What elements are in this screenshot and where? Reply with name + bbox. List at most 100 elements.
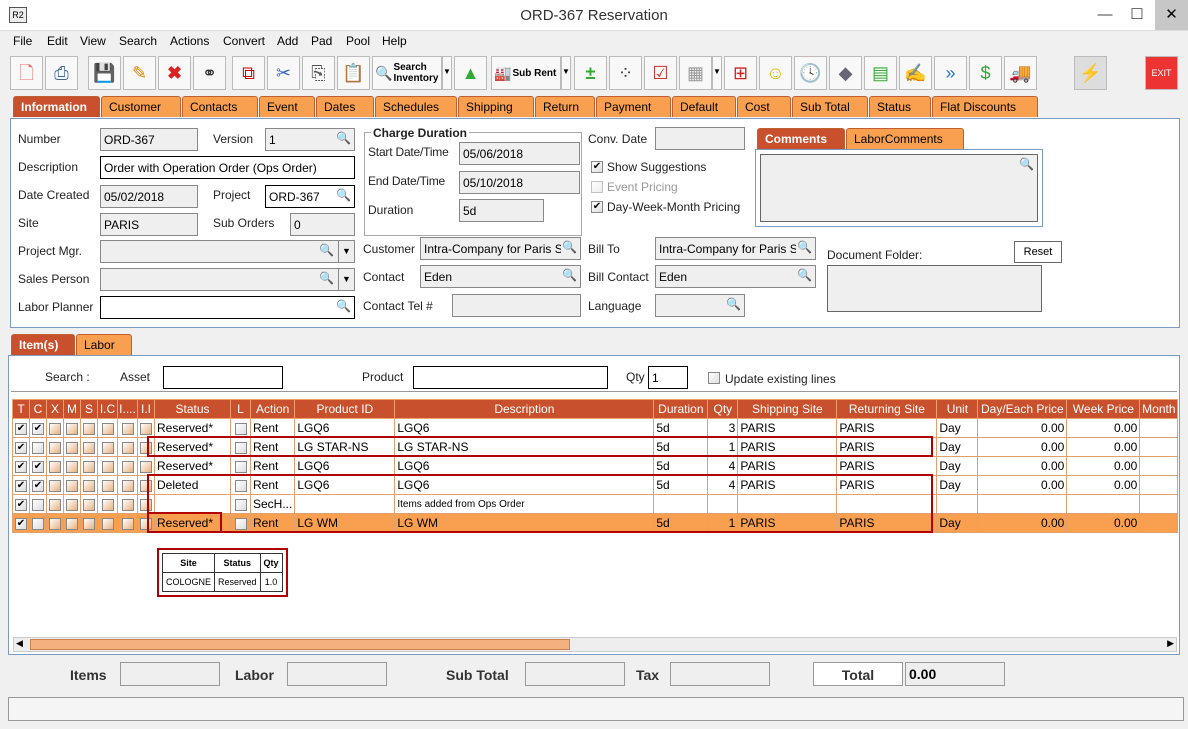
checkbox[interactable]: ✔	[32, 460, 44, 473]
checkbox[interactable]	[49, 422, 61, 435]
copy-icon[interactable]: ⎘	[302, 56, 335, 90]
tab-schedules[interactable]: Schedules	[375, 96, 457, 117]
cell-ret[interactable]	[836, 494, 938, 514]
checkbox[interactable]	[83, 479, 95, 492]
tab-cost[interactable]: Cost	[737, 96, 791, 117]
cell-week[interactable]: 0.00	[1066, 456, 1141, 476]
checkbox[interactable]	[121, 498, 134, 511]
table-row[interactable]: ✔ SecH... Items added from Ops Order	[12, 494, 1179, 514]
column-header[interactable]: I.C	[97, 399, 118, 419]
column-header[interactable]: T	[12, 399, 30, 419]
product-input[interactable]	[413, 366, 608, 389]
checkbox[interactable]	[101, 441, 114, 454]
cell-description[interactable]: Items added from Ops Order	[394, 494, 655, 514]
cell-week[interactable]	[1066, 494, 1141, 514]
notepad-icon[interactable]: ✍	[899, 56, 932, 90]
description-field[interactable]: Order with Operation Order (Ops Order)	[100, 156, 355, 179]
cell-duration[interactable]: 5d	[653, 513, 709, 533]
duration-field[interactable]: 5d	[459, 199, 544, 222]
checkbox[interactable]	[140, 422, 152, 435]
tab-status[interactable]: Status	[869, 96, 931, 117]
cell-status[interactable]: Reserved*	[154, 418, 231, 438]
cell-unit[interactable]: Day	[936, 437, 979, 457]
tab-flat-discounts[interactable]: Flat Discounts	[932, 96, 1038, 117]
checkbox[interactable]	[234, 460, 247, 473]
column-header[interactable]: Shipping Site	[737, 399, 838, 419]
tab-items[interactable]: Item(s)	[11, 334, 75, 355]
l-checkbox-cell[interactable]	[230, 475, 251, 495]
cell-status[interactable]: Deleted	[154, 475, 231, 495]
checkbox[interactable]	[83, 422, 95, 435]
column-header[interactable]: Product ID	[294, 399, 396, 419]
cell-week[interactable]: 0.00	[1066, 437, 1141, 457]
column-header[interactable]: I.I	[137, 399, 155, 419]
close-button[interactable]: ✕	[1155, 0, 1188, 30]
checkbox[interactable]	[49, 498, 61, 511]
l-checkbox-cell[interactable]	[230, 494, 251, 514]
cell-action[interactable]: Rent	[249, 475, 296, 495]
checkbox[interactable]	[66, 498, 78, 511]
cell-status[interactable]: Reserved*	[154, 456, 231, 476]
cell-unit[interactable]: Day	[936, 513, 979, 533]
table-row[interactable]: ✔ ✔ Reserved* Rent LGQ6 LGQ6 5d 3 PARIS PARIS Day 0…	[12, 418, 1179, 438]
contact-field[interactable]: Eden 🔍	[420, 265, 581, 288]
checkbox[interactable]	[83, 517, 95, 530]
chevron-down-icon[interactable]: ▼	[338, 241, 354, 262]
cell-qty[interactable]: 4	[707, 475, 739, 495]
save-icon[interactable]: 💾	[88, 56, 121, 90]
cell-ship[interactable]: PARIS	[737, 513, 838, 533]
sub-orders-field[interactable]: 0	[290, 213, 355, 236]
lightning-icon[interactable]: ⚡	[1074, 56, 1107, 90]
checkbox[interactable]	[121, 460, 134, 473]
checkbox[interactable]: ✔	[32, 422, 44, 435]
checkbox[interactable]	[32, 441, 44, 454]
tab-sub-total[interactable]: Sub Total	[792, 96, 868, 117]
menu-view[interactable]: View	[80, 34, 106, 48]
menu-file[interactable]: File	[13, 34, 33, 48]
menu-add[interactable]: Add	[277, 34, 299, 48]
box-icon[interactable]: ◆	[829, 56, 862, 90]
reset-button[interactable]: Reset	[1014, 241, 1062, 263]
search-icon[interactable]: 🔍	[726, 297, 741, 311]
tab-dates[interactable]: Dates	[316, 96, 374, 117]
search-icon[interactable]: 🔍	[336, 299, 351, 313]
cell-action[interactable]: Rent	[249, 418, 296, 438]
cell-ship[interactable]: PARIS	[737, 418, 838, 438]
column-header[interactable]: M	[63, 399, 81, 419]
truck-icon[interactable]: 🚚	[1004, 56, 1037, 90]
checkbox[interactable]: ✔	[15, 460, 27, 473]
cell-unit[interactable]: Day	[936, 418, 979, 438]
checkbox[interactable]	[66, 422, 78, 435]
search-icon[interactable]: 🔍	[319, 271, 334, 285]
conv-date-field[interactable]	[655, 127, 745, 150]
search-inventory-button[interactable]: 🔍 Search Inventory	[372, 56, 442, 90]
checkbox[interactable]	[121, 479, 134, 492]
event-pricing-checkbox[interactable]	[591, 181, 603, 193]
menu-search[interactable]: Search	[119, 34, 158, 48]
version-field[interactable]: 1 🔍	[265, 128, 355, 151]
cell-product[interactable]: LG WM	[294, 513, 396, 533]
checkbox[interactable]	[101, 460, 114, 473]
menu-help[interactable]: Help	[382, 34, 407, 48]
scroll-right-icon[interactable]: ▶	[1167, 638, 1174, 648]
dwm-pricing-checkbox[interactable]: ✔	[591, 201, 603, 213]
cell-duration[interactable]	[653, 494, 709, 514]
money-icon[interactable]: $	[969, 56, 1002, 90]
tab-information[interactable]: Information	[13, 96, 100, 117]
end-field[interactable]: 05/10/2018	[459, 171, 580, 194]
binoculars-icon[interactable]: ⚭	[193, 56, 226, 90]
cell-description[interactable]: LGQ6	[394, 456, 655, 476]
l-checkbox-cell[interactable]	[230, 437, 251, 457]
menu-pad[interactable]: Pad	[311, 34, 333, 48]
tab-payment[interactable]: Payment	[596, 96, 671, 117]
checklist-icon[interactable]: ☑	[644, 56, 677, 90]
column-header[interactable]: Day/Each Price	[977, 399, 1068, 419]
column-header[interactable]: Duration	[653, 399, 709, 419]
column-header[interactable]: Month	[1139, 399, 1179, 419]
checkbox[interactable]	[234, 498, 247, 511]
cell-action[interactable]: Rent	[249, 437, 296, 457]
checkbox[interactable]	[32, 517, 44, 530]
l-checkbox-cell[interactable]	[230, 418, 251, 438]
cell-qty[interactable]: 4	[707, 456, 739, 476]
bill-contact-field[interactable]: Eden 🔍	[655, 265, 816, 288]
